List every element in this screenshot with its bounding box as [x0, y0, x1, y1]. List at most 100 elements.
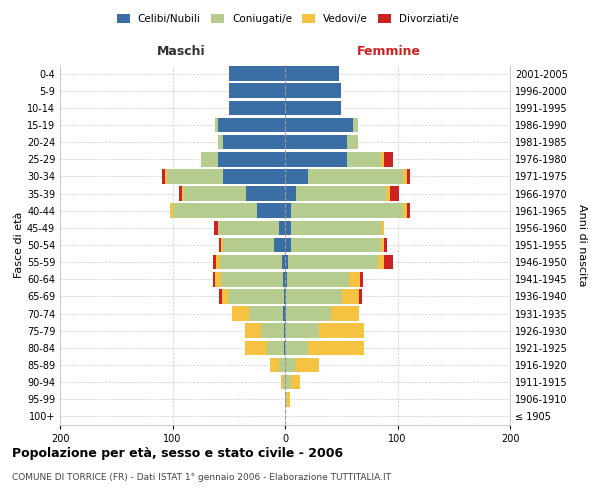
Bar: [290, 375, 299, 390]
Bar: [285, 135, 347, 150]
Bar: [384, 152, 393, 166]
Bar: [319, 324, 364, 338]
Bar: [285, 100, 341, 115]
Bar: [245, 340, 267, 355]
Bar: [285, 169, 308, 184]
Bar: [285, 220, 290, 235]
Bar: [285, 392, 287, 406]
Bar: [285, 152, 347, 166]
Bar: [285, 118, 353, 132]
Text: Maschi: Maschi: [157, 45, 206, 58]
Bar: [290, 204, 403, 218]
Bar: [380, 152, 384, 166]
Bar: [221, 238, 223, 252]
Bar: [379, 255, 384, 270]
Bar: [220, 255, 281, 270]
Bar: [217, 255, 220, 270]
Bar: [184, 186, 245, 201]
Bar: [353, 118, 358, 132]
Bar: [229, 100, 285, 115]
Bar: [287, 272, 349, 286]
Bar: [163, 169, 164, 184]
Bar: [389, 186, 398, 201]
Bar: [257, 204, 285, 218]
Bar: [283, 306, 285, 321]
Bar: [384, 238, 388, 252]
Bar: [200, 152, 218, 166]
Bar: [280, 358, 285, 372]
Bar: [285, 255, 289, 270]
Bar: [262, 324, 284, 338]
Bar: [283, 272, 285, 286]
Bar: [380, 220, 384, 235]
Text: COMUNE DI TORRICE (FR) - Dati ISTAT 1° gennaio 2006 - Elaborazione TUTTITALIA.IT: COMUNE DI TORRICE (FR) - Dati ISTAT 1° g…: [12, 472, 391, 482]
Bar: [403, 169, 407, 184]
Bar: [267, 340, 284, 355]
Bar: [218, 238, 221, 252]
Bar: [223, 135, 285, 150]
Bar: [285, 375, 290, 390]
Bar: [249, 306, 283, 321]
Bar: [227, 289, 284, 304]
Bar: [284, 289, 285, 304]
Bar: [222, 289, 227, 304]
Bar: [218, 152, 285, 166]
Bar: [347, 152, 380, 166]
Bar: [285, 340, 308, 355]
Bar: [229, 66, 285, 81]
Bar: [384, 255, 393, 270]
Bar: [284, 340, 285, 355]
Bar: [223, 238, 274, 252]
Bar: [285, 238, 290, 252]
Bar: [347, 135, 358, 150]
Bar: [215, 272, 221, 286]
Bar: [308, 340, 364, 355]
Bar: [308, 169, 403, 184]
Bar: [287, 392, 290, 406]
Text: Femmine: Femmine: [356, 45, 421, 58]
Bar: [167, 169, 223, 184]
Bar: [380, 238, 384, 252]
Bar: [296, 186, 386, 201]
Bar: [232, 306, 249, 321]
Bar: [343, 289, 359, 304]
Bar: [285, 289, 286, 304]
Bar: [285, 84, 341, 98]
Bar: [223, 169, 285, 184]
Bar: [213, 272, 215, 286]
Bar: [281, 375, 283, 390]
Bar: [274, 238, 285, 252]
Bar: [182, 186, 184, 201]
Bar: [290, 220, 380, 235]
Bar: [285, 324, 319, 338]
Bar: [349, 272, 361, 286]
Bar: [214, 220, 218, 235]
Bar: [221, 272, 283, 286]
Bar: [215, 118, 218, 132]
Bar: [407, 169, 410, 184]
Bar: [296, 358, 319, 372]
Bar: [245, 186, 285, 201]
Bar: [285, 306, 286, 321]
Bar: [331, 306, 359, 321]
Bar: [285, 204, 290, 218]
Bar: [289, 255, 379, 270]
Bar: [281, 255, 285, 270]
Bar: [359, 289, 361, 304]
Bar: [218, 118, 285, 132]
Bar: [164, 169, 167, 184]
Bar: [407, 204, 410, 218]
Bar: [286, 306, 331, 321]
Bar: [271, 358, 280, 372]
Legend: Celibi/Nubili, Coniugati/e, Vedovi/e, Divorziati/e: Celibi/Nubili, Coniugati/e, Vedovi/e, Di…: [113, 10, 463, 29]
Bar: [283, 375, 285, 390]
Bar: [403, 204, 407, 218]
Bar: [285, 66, 339, 81]
Bar: [285, 358, 296, 372]
Bar: [284, 324, 285, 338]
Text: Popolazione per età, sesso e stato civile - 2006: Popolazione per età, sesso e stato civil…: [12, 448, 343, 460]
Bar: [245, 324, 262, 338]
Bar: [285, 186, 296, 201]
Bar: [218, 289, 222, 304]
Bar: [170, 204, 173, 218]
